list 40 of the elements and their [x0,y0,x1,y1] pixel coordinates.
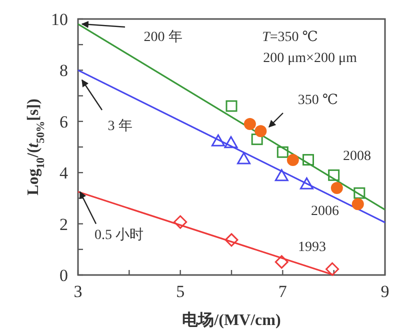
point [244,118,256,130]
annotation: 200 μm×200 μm [263,51,357,66]
text: 350 ℃ [298,93,338,108]
point [224,136,238,148]
point [226,100,238,112]
point [211,134,225,146]
y-tick-label: 4 [60,164,68,183]
point [174,215,188,229]
annotation: 200 年 [144,29,182,45]
point [237,152,251,164]
point [354,187,366,199]
x-axis-title: 电场/(MV/cm) [182,311,281,329]
x-tick-label: 3 [74,282,82,301]
series-label: 2008 [343,149,371,164]
y-tick-label: 10 [51,10,68,29]
annotation: 3 年 [108,118,132,134]
x-tick-label: 7 [278,282,288,301]
point [274,169,288,182]
point [352,198,364,210]
point [224,233,238,247]
point [251,134,263,146]
point [286,154,299,166]
point [276,146,288,158]
series-label: 2006 [311,204,339,219]
series-label: 1993 [298,240,326,255]
y-tick-label: 6 [60,112,68,132]
point [300,177,314,190]
x-tick-label: 9 [380,282,390,301]
point [302,154,314,166]
y-tick-label: 2 [60,214,68,234]
point [254,125,267,138]
annotation: 0.5 小时 [94,226,144,243]
point [330,182,343,194]
point [326,262,340,276]
annotation: T=350 ℃ [262,30,318,45]
y-tick-label: 8 [60,61,68,80]
point [328,169,340,181]
y-tick-label: 0 [60,266,68,285]
point [274,255,288,269]
x-tick-label: 5 [176,282,185,301]
